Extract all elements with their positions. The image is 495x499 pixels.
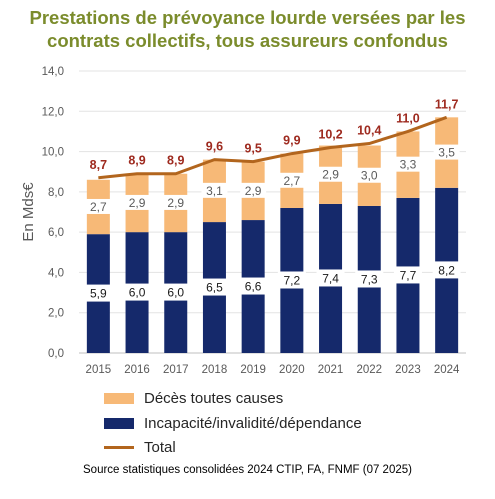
data-label-deces: 3,3 — [400, 158, 417, 172]
legend-item-deces: Décès toutes causes — [104, 390, 283, 407]
y-tick-label: 12,0 — [42, 106, 64, 118]
y-tick-label: 0,0 — [48, 348, 64, 360]
data-label-total: 9,9 — [283, 134, 300, 148]
data-label-box — [278, 172, 305, 188]
data-label-deces: 3,5 — [438, 146, 455, 160]
data-label-box — [433, 144, 460, 160]
legend-swatch-deces — [104, 393, 134, 404]
data-label-incapacite: 6,0 — [167, 286, 184, 300]
data-label-box — [201, 182, 228, 198]
data-label-deces: 2,9 — [167, 196, 184, 210]
data-label-box — [317, 166, 344, 182]
legend-label-total: Total — [144, 439, 176, 456]
y-axis-label: En Mds€ — [20, 182, 37, 242]
x-tick-label: 2024 — [434, 364, 460, 376]
x-tick-label: 2022 — [356, 364, 382, 376]
data-label-incapacite: 7,7 — [400, 268, 417, 282]
data-label-total: 8,7 — [90, 158, 107, 172]
data-label-deces: 3,0 — [361, 169, 378, 183]
data-label-total: 10,4 — [357, 124, 381, 138]
data-label-box — [85, 198, 112, 214]
data-label-incapacite: 6,6 — [245, 280, 262, 294]
legend-item-total: Total — [104, 439, 176, 456]
x-tick-label: 2023 — [395, 364, 421, 376]
data-label-incapacite: 8,2 — [438, 263, 455, 277]
data-label-box — [123, 283, 152, 301]
x-tick-label: 2021 — [318, 364, 344, 376]
data-label-box — [200, 278, 229, 296]
legend-label-deces: Décès toutes causes — [144, 390, 284, 407]
data-label-incapacite: 7,3 — [361, 272, 378, 286]
data-label-incapacite: 7,2 — [284, 273, 301, 287]
y-tick-label: 2,0 — [48, 308, 64, 320]
data-label-total: 10,2 — [318, 128, 342, 142]
data-label-total: 8,9 — [128, 154, 145, 168]
y-tick-label: 4,0 — [48, 267, 64, 279]
data-label-total: 11,0 — [396, 111, 420, 125]
data-label-box — [239, 277, 268, 295]
data-label-incapacite: 6,0 — [129, 286, 146, 300]
data-label-box — [277, 271, 306, 289]
chart-title-line-2: contrats collectifs, tous assureurs conf… — [47, 30, 448, 51]
x-tick-label: 2020 — [279, 364, 305, 376]
chart-title-line-1: Prestations de prévoyance lourde versées… — [29, 7, 466, 28]
legend-swatch-total — [104, 446, 134, 449]
data-label-box — [162, 194, 189, 210]
data-label-box — [393, 266, 422, 284]
data-label-box — [240, 182, 267, 198]
data-label-total: 8,9 — [167, 154, 184, 168]
data-label-total: 9,5 — [244, 142, 261, 156]
x-tick-label: 2018 — [202, 364, 228, 376]
data-label-incapacite: 6,5 — [206, 281, 223, 295]
data-label-box — [394, 156, 421, 172]
data-label-incapacite: 5,9 — [90, 287, 107, 301]
data-label-box — [432, 261, 461, 279]
data-label-box — [84, 284, 113, 302]
data-label-incapacite: 7,4 — [322, 271, 339, 285]
legend-label-incapacite: Incapacité/invalidité/dépendance — [144, 415, 362, 432]
x-tick-label: 2019 — [240, 364, 266, 376]
y-tick-label: 8,0 — [48, 187, 64, 199]
legend-swatch-incapacite — [104, 418, 134, 429]
y-tick-label: 6,0 — [48, 227, 64, 239]
data-label-total: 9,6 — [206, 140, 223, 154]
legend-item-incapacite: Incapacité/invalidité/dépendance — [104, 415, 362, 432]
y-tick-label: 10,0 — [42, 147, 64, 159]
data-label-box — [124, 194, 151, 210]
data-label-deces: 2,9 — [129, 196, 146, 210]
chart-title: Prestations de prévoyance lourde versées… — [0, 6, 495, 52]
x-tick-label: 2017 — [163, 364, 189, 376]
data-label-box — [161, 283, 190, 301]
x-tick-label: 2016 — [124, 364, 150, 376]
data-label-deces: 3,1 — [206, 184, 223, 198]
data-label-box — [355, 270, 384, 288]
data-label-deces: 2,7 — [284, 174, 301, 188]
data-label-deces: 2,9 — [245, 184, 262, 198]
data-label-deces: 2,9 — [322, 168, 339, 182]
source-note: Source statistiques consolidées 2024 CTI… — [83, 464, 412, 476]
data-label-deces: 2,7 — [90, 200, 107, 214]
x-tick-label: 2015 — [86, 364, 112, 376]
data-label-box — [356, 167, 383, 183]
y-tick-label: 14,0 — [42, 66, 64, 78]
series-line-total — [98, 115, 448, 180]
data-label-box — [316, 269, 345, 287]
data-label-total: 11,7 — [435, 97, 459, 111]
